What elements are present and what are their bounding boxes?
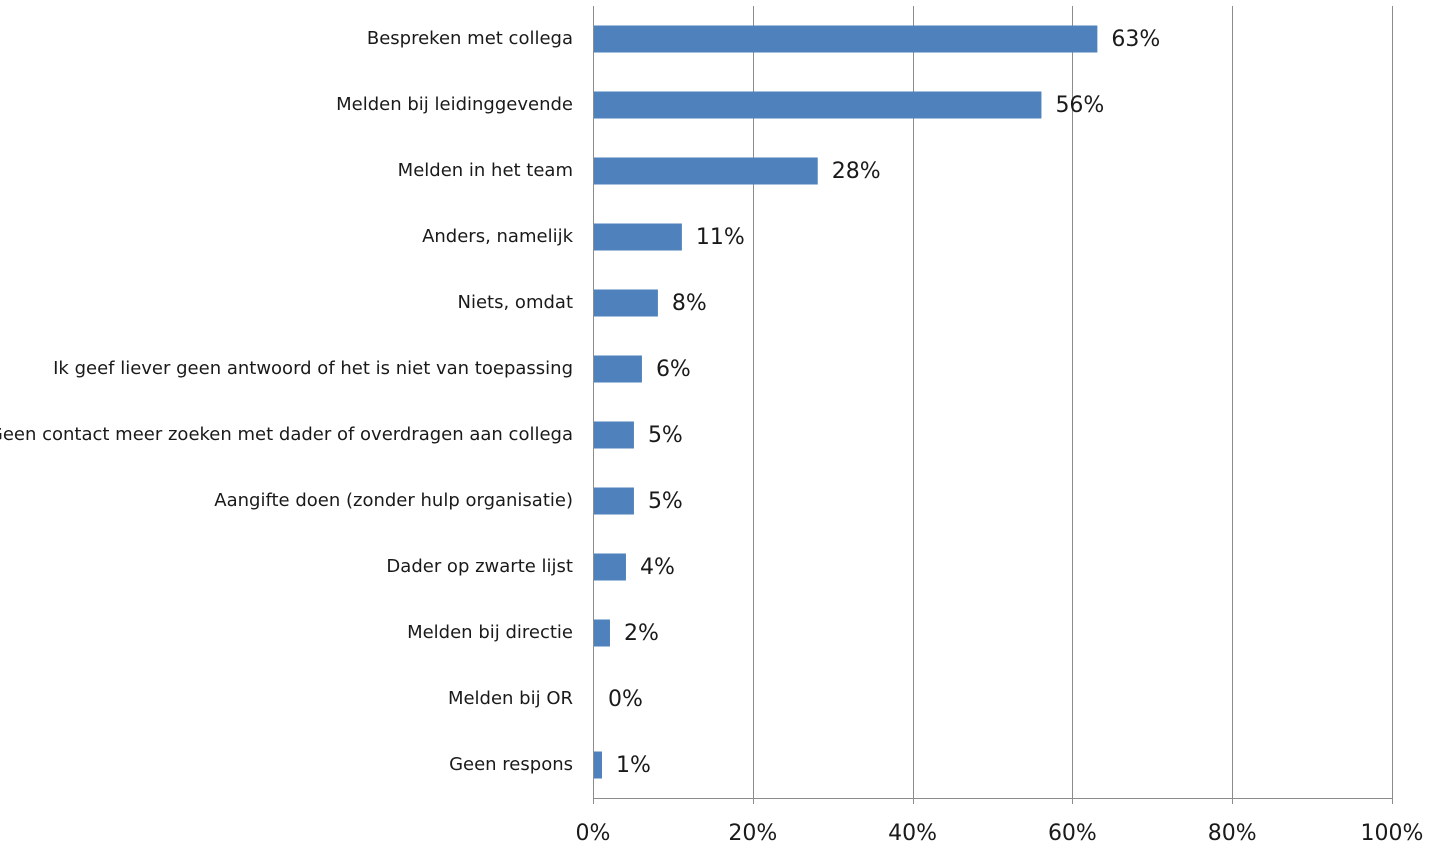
x-tick-label-1: 20% — [728, 821, 777, 845]
category-label-2: Melden in het team — [398, 160, 573, 181]
category-label-3: Anders, namelijk — [422, 226, 573, 247]
category-label-0: Bespreken met collega — [367, 28, 573, 49]
bar-0 — [594, 25, 1098, 53]
bar-3 — [594, 223, 682, 251]
x-tick-label-4: 80% — [1208, 821, 1257, 845]
bar-5 — [594, 355, 642, 383]
value-labels: 63% 56% 28% 11% 8% 6% 5% 5% 4% 2% 0% 1% — [608, 27, 1160, 778]
category-label-8: Dader op zwarte lijst — [386, 556, 573, 577]
value-label-7: 5% — [648, 489, 683, 514]
category-label-1: Melden bij leidinggevende — [336, 94, 573, 115]
bar-2 — [594, 157, 818, 185]
bar-4 — [594, 289, 658, 317]
bar-11 — [594, 751, 602, 779]
category-label-5: Ik geef liever geen antwoord of het is n… — [53, 358, 573, 379]
bar-8 — [594, 553, 626, 581]
category-label-11: Geen respons — [449, 754, 573, 775]
value-label-9: 2% — [624, 621, 659, 646]
bars — [594, 25, 1098, 779]
category-label-7: Aangifte doen (zonder hulp organisatie) — [214, 490, 573, 511]
value-label-6: 5% — [648, 423, 683, 448]
x-tick-label-2: 40% — [888, 821, 937, 845]
category-label-10: Melden bij OR — [448, 688, 573, 709]
value-label-2: 28% — [832, 159, 881, 184]
value-label-1: 56% — [1055, 93, 1104, 118]
value-label-11: 1% — [616, 753, 651, 778]
value-label-5: 6% — [656, 357, 691, 382]
category-label-9: Melden bij directie — [407, 622, 573, 643]
bar-9 — [594, 619, 610, 647]
axes — [593, 6, 1393, 804]
bar-6 — [594, 421, 634, 449]
category-label-6: Geen contact meer zoeken met dader of ov… — [0, 424, 573, 445]
x-tick-label-5: 100% — [1361, 821, 1424, 845]
tick-labels: 0% 20% 40% 60% 80% 100% — [576, 821, 1424, 845]
category-label-4: Niets, omdat — [458, 292, 573, 313]
bar-1 — [594, 91, 1042, 119]
value-label-4: 8% — [672, 291, 707, 316]
value-label-8: 4% — [640, 555, 675, 580]
x-tick-label-0: 0% — [576, 821, 611, 845]
value-label-10: 0% — [608, 687, 643, 712]
value-label-3: 11% — [696, 225, 745, 250]
category-labels: Bespreken met collega Melden bij leidingg… — [0, 28, 574, 775]
gridlines — [753, 6, 1393, 798]
value-label-0: 63% — [1111, 27, 1160, 52]
x-tick-label-3: 60% — [1048, 821, 1097, 845]
bar-7 — [594, 487, 634, 515]
